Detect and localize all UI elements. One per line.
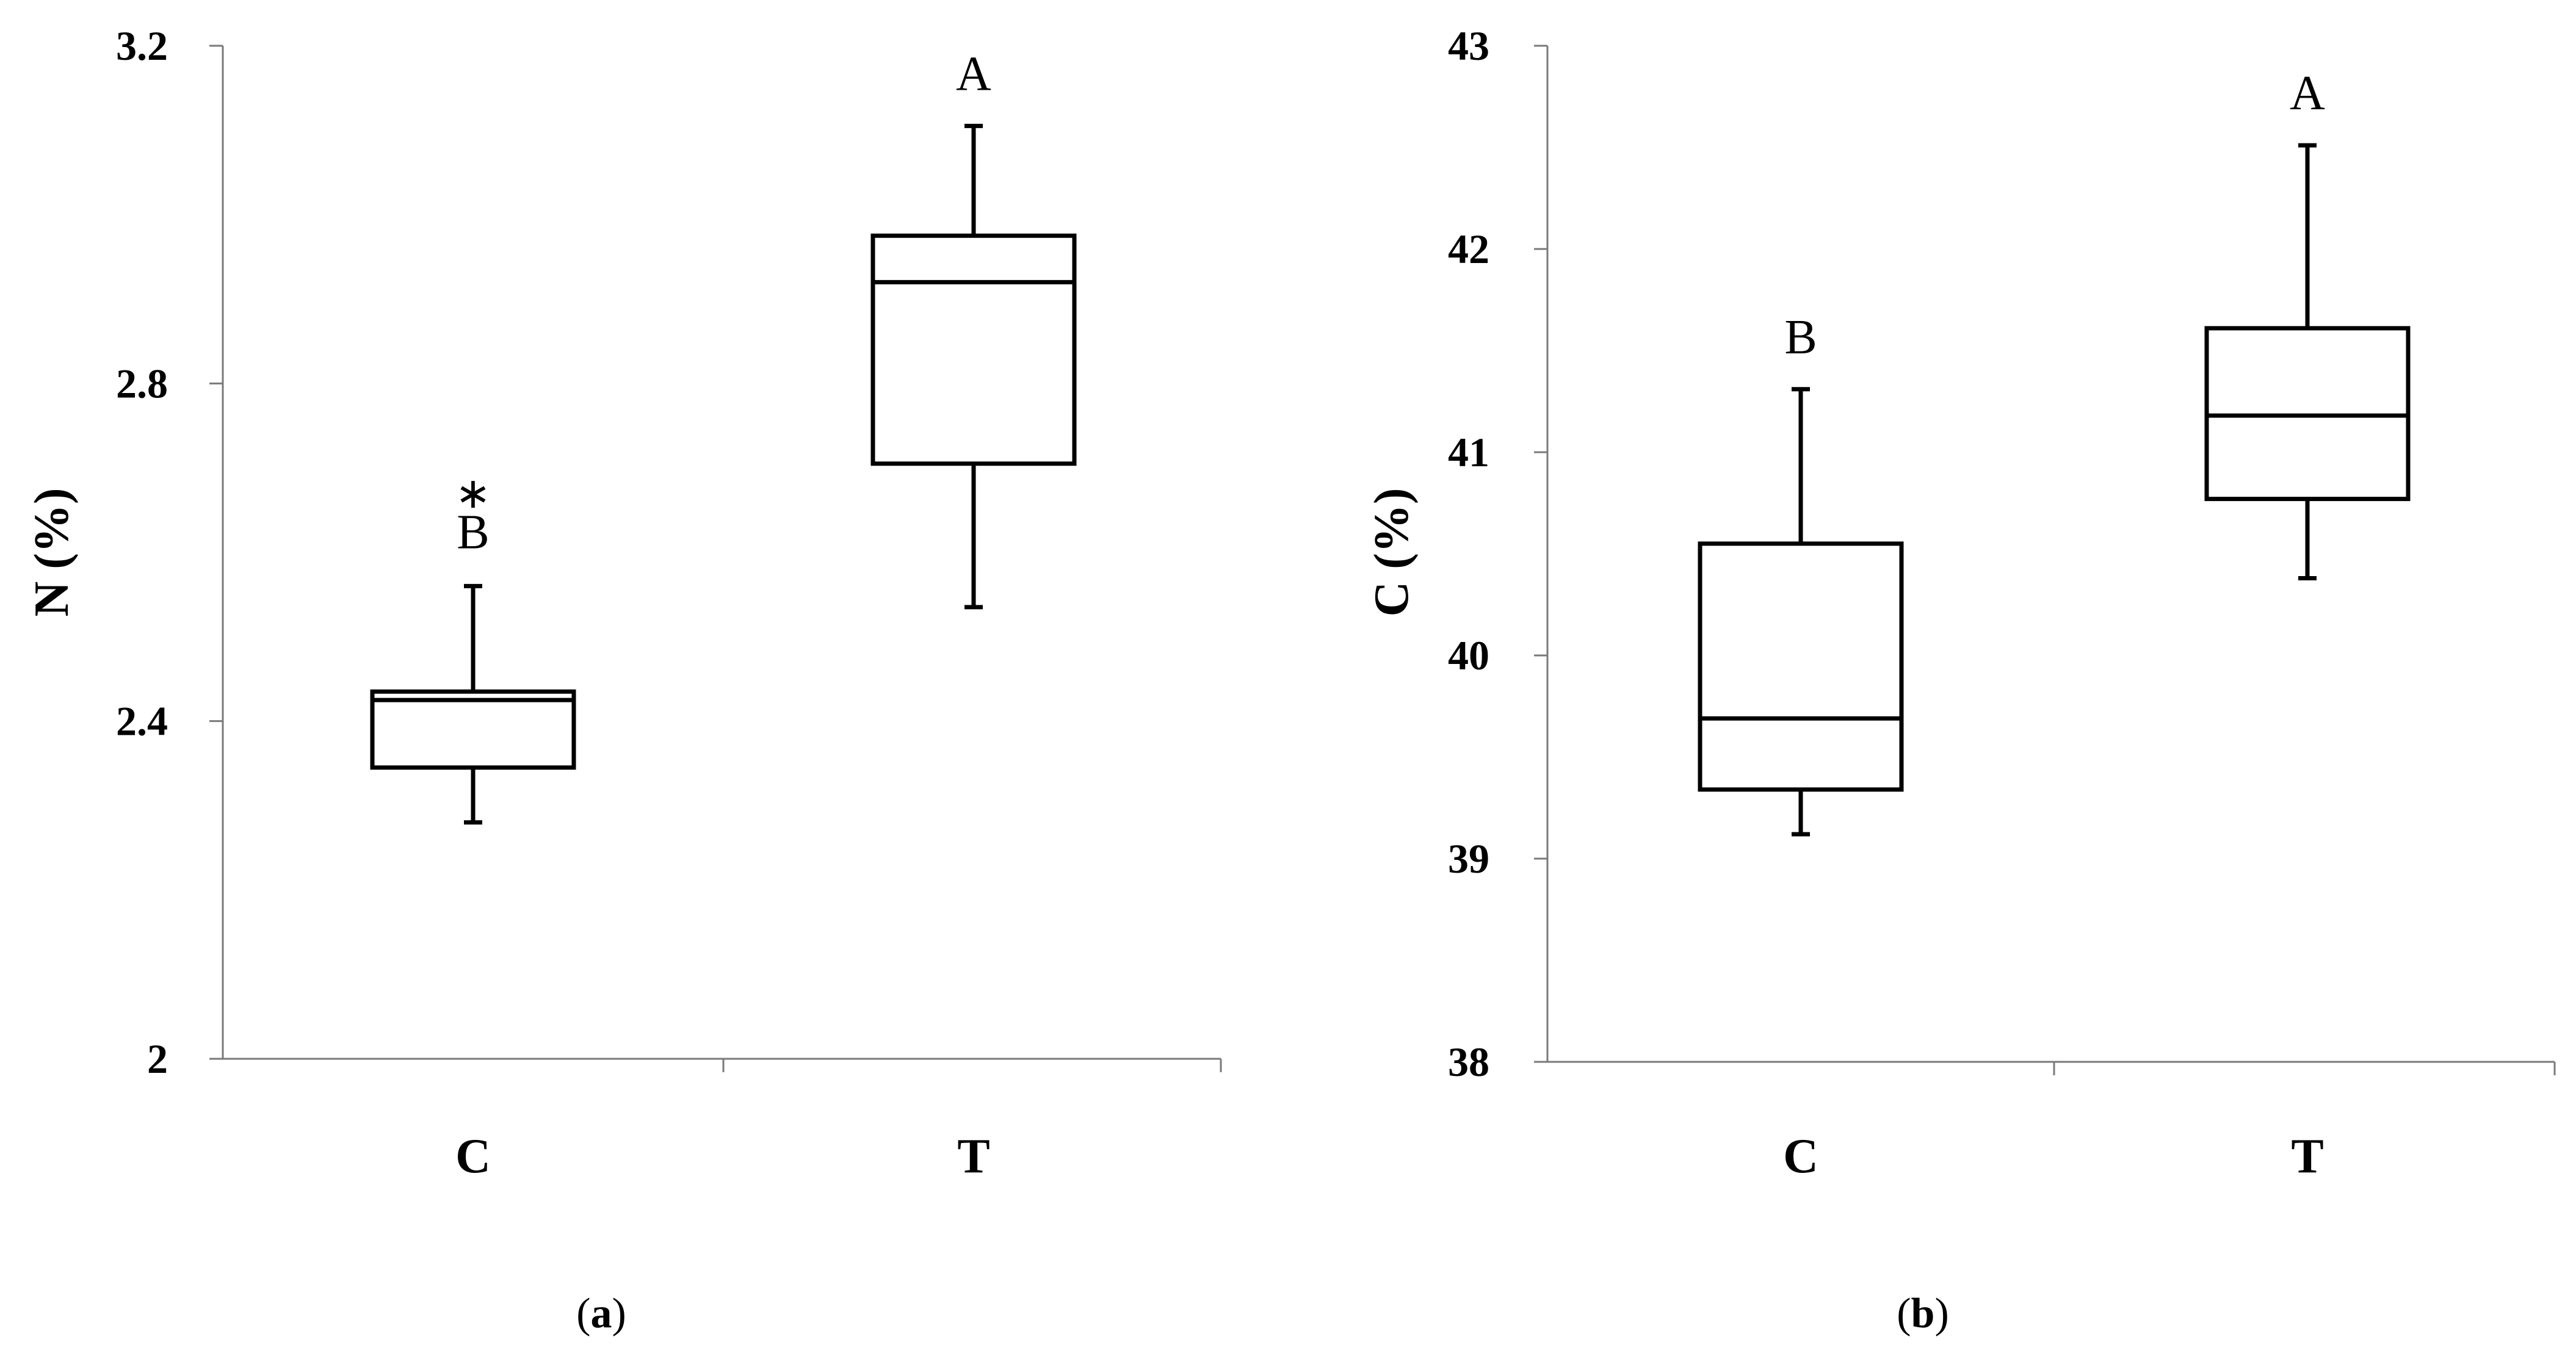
panel-a-y-axis-title: N (%) <box>25 488 79 616</box>
panel-a-x-tick-label: T <box>957 1130 990 1183</box>
panel-a-y-tick-label: 2 <box>147 1036 168 1082</box>
panel-b-y-tick-label: 43 <box>1448 23 1489 69</box>
panel-b-y-tick-label: 41 <box>1448 429 1489 475</box>
panel-a-y-tick-label: 2.4 <box>116 698 168 745</box>
panel-b-group-letter: B <box>1784 311 1817 364</box>
panel-a-panel-label: (a) <box>576 1290 626 1337</box>
panel-b-x-tick-label: C <box>1783 1130 1818 1183</box>
panel-a-outlier-marker: ∗ <box>455 471 491 518</box>
panel-b-y-tick-label: 39 <box>1448 835 1489 882</box>
panel-b-y-axis-title: C (%) <box>1365 488 1419 616</box>
panel-b-y-tick-label: 42 <box>1448 226 1489 272</box>
panel-a-x-tick-label: C <box>455 1130 491 1183</box>
panel-a-group-letter: A <box>956 47 991 101</box>
panel-b-x-tick-label: T <box>2291 1130 2323 1183</box>
panel-a-y-tick-label: 3.2 <box>116 23 168 69</box>
panel-a-y-tick-label: 2.8 <box>116 360 168 406</box>
panel-a-box-T <box>870 233 1077 466</box>
panel-b-box-C <box>1698 541 1904 792</box>
panel-b-panel-label: (b) <box>1897 1290 1949 1337</box>
panel-b-y-tick-label: 38 <box>1448 1039 1489 1085</box>
panel-b-y-tick-label: 40 <box>1448 632 1489 679</box>
panel-a-group-letter: B <box>457 505 489 559</box>
panel-b-group-letter: A <box>2290 67 2325 120</box>
panel-a-box-C <box>370 689 576 770</box>
